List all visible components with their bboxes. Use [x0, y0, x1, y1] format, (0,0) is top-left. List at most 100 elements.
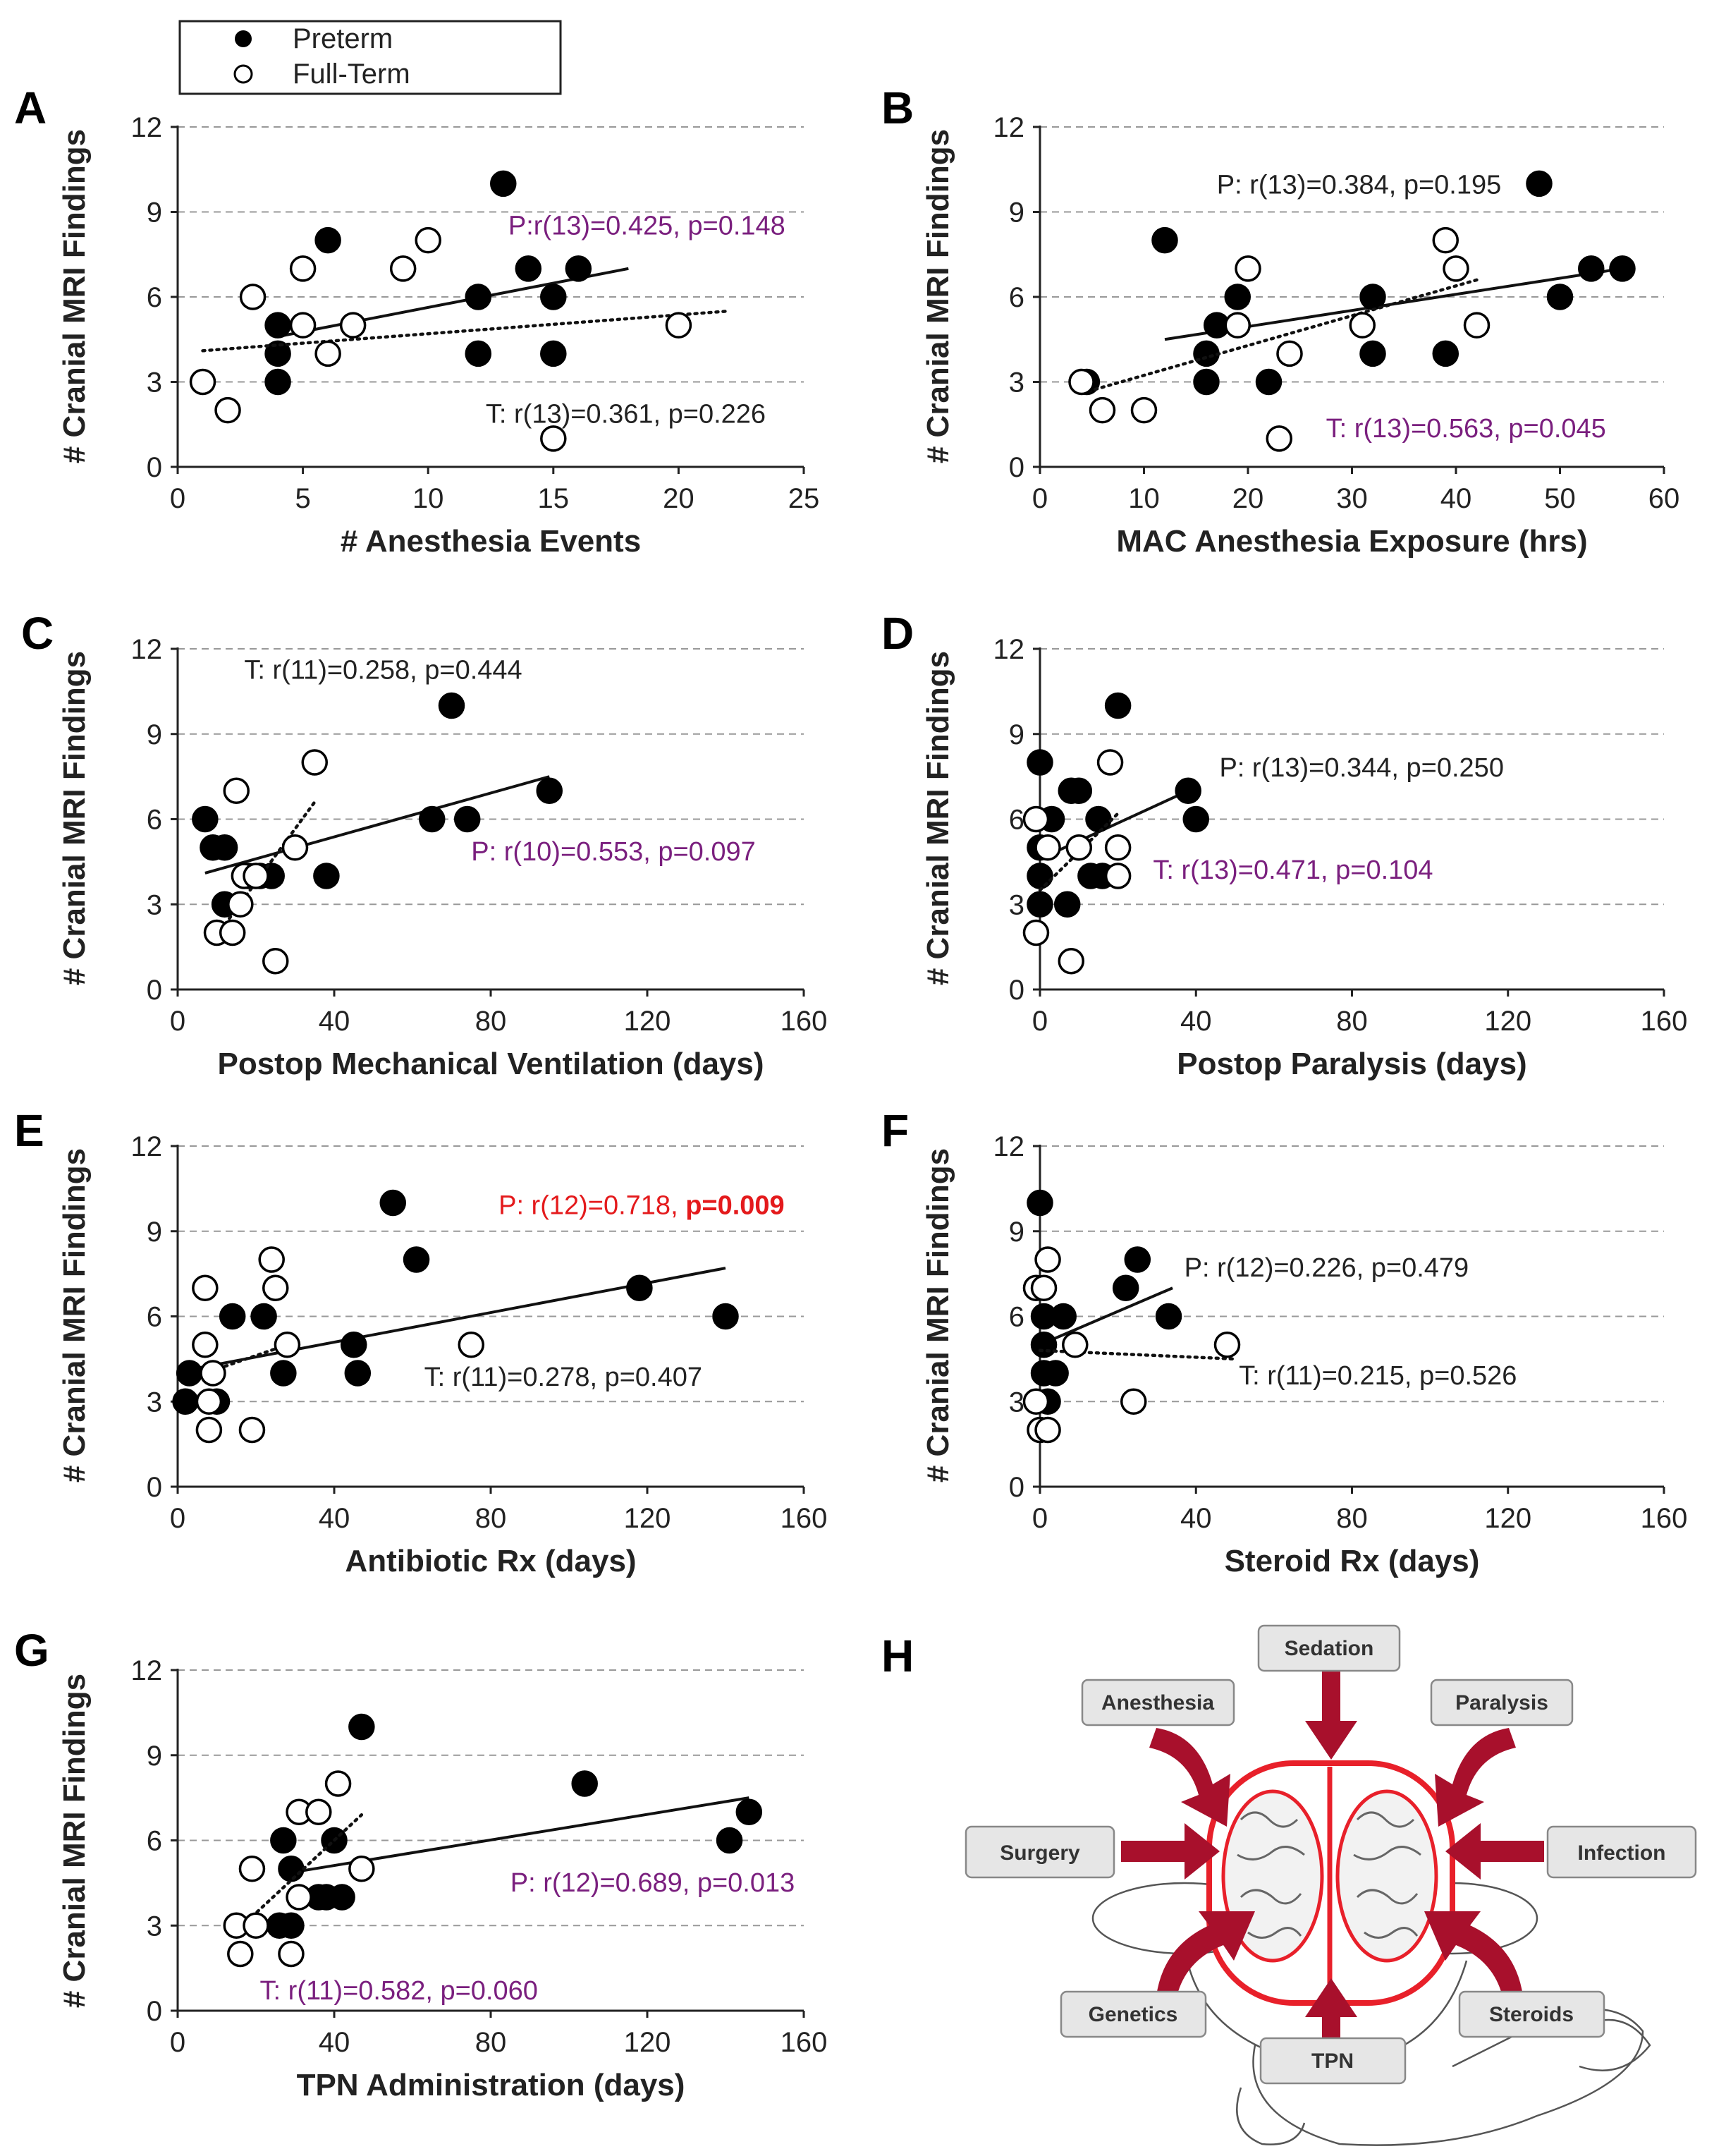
panel-g-series-preterm [266, 1713, 763, 1939]
panel-a-point-fullterm [289, 312, 317, 339]
panel-a-point-preterm [515, 255, 542, 282]
panel-g-y-tick-label: 12 [131, 1655, 163, 1686]
panel-c-x-tick-label: 120 [624, 1006, 671, 1037]
panel-f-stat-text: T: r(11)=0.215, p=0.526 [1239, 1361, 1517, 1391]
panel-a-x-tick-label: 20 [663, 483, 694, 514]
panel-b-point-fullterm [1068, 368, 1095, 396]
panel-g-series-fullterm [223, 1770, 375, 1968]
panel-a-x-tick-label: 10 [412, 483, 444, 514]
panel-d-point-fullterm [1104, 863, 1132, 889]
panel-g-x-tick-label: 160 [781, 2027, 828, 2058]
panel-e-point-fullterm [195, 1416, 223, 1444]
panel-e-point-preterm [270, 1360, 297, 1387]
legend-marker-fullterm [233, 64, 253, 84]
factor-box-anesthesia: Anesthesia [1081, 1679, 1235, 1726]
panel-d-point-preterm [1085, 805, 1112, 833]
panel-e-x-axis-label: Antibiotic Rx (days) [345, 1544, 636, 1578]
panel-g-point-preterm [278, 1912, 305, 1939]
panel-d-point-preterm [1065, 777, 1093, 804]
panel-f-stat-annotation: T: r(11)=0.215, p=0.526 [1239, 1361, 1517, 1391]
panel-b-y-tick-label: 0 [1009, 452, 1024, 483]
panel-b-y-axis-label: # Cranial MRI Findings [921, 129, 955, 463]
panel-a-point-fullterm [540, 425, 567, 452]
panel-g-point-preterm [329, 1884, 355, 1911]
panel-e-point-fullterm [200, 1360, 226, 1387]
panel-d-point-fullterm [1034, 834, 1061, 861]
brain-folds [1237, 1811, 1421, 1939]
panel-e-x-tick-label: 160 [781, 1503, 828, 1534]
panel-e-point-fullterm [195, 1388, 223, 1415]
panel-f-y-tick-label: 0 [1009, 1472, 1024, 1503]
panel-b-stat-text: P: r(13)=0.384, p=0.195 [1217, 170, 1502, 200]
panel-g-point-fullterm [286, 1884, 312, 1911]
panel-a-point-preterm [465, 284, 491, 310]
panel-d-trendline-fullterm [1038, 812, 1120, 892]
panel-f-x-tick-label: 40 [1180, 1503, 1212, 1534]
panel-b-y-tick-label: 12 [993, 112, 1025, 143]
panel-a-point-fullterm [415, 226, 441, 254]
panel-g-y-tick-label: 6 [147, 1826, 162, 1857]
arrow-anesthesia [1149, 1728, 1230, 1827]
panel-d-point-preterm [1104, 692, 1132, 719]
panel-b-point-preterm [1578, 255, 1605, 282]
panel-f-y-axis-label: # Cranial MRI Findings [921, 1148, 955, 1482]
panel-f-point-fullterm [1120, 1388, 1147, 1415]
panel-e-point-preterm [626, 1274, 653, 1301]
panel-a-point-preterm [264, 368, 291, 396]
panel-c-point-fullterm [281, 834, 309, 861]
legend: Preterm Full-Term [178, 20, 562, 95]
panel-d-stat-text: P: r(13)=0.344, p=0.250 [1219, 753, 1504, 783]
panel-e-x-tick-label: 0 [170, 1503, 185, 1534]
panel-a-point-fullterm [389, 255, 417, 282]
panel-g-letter: G [14, 1625, 49, 1676]
panel-d-y-tick-label: 9 [1009, 719, 1024, 750]
panel-c-point-preterm [453, 805, 481, 833]
panel-f-point-fullterm [1022, 1388, 1050, 1415]
panel-c-point-fullterm [223, 777, 250, 804]
arrow-genetics [1156, 1911, 1255, 1999]
panel-a-point-preterm [490, 170, 517, 197]
panel-b-y-tick-label: 3 [1009, 367, 1024, 398]
panel-b-stat-annotation: T: r(13)=0.563, p=0.045 [1326, 414, 1606, 444]
panel-a-x-tick-label: 25 [788, 483, 820, 514]
panel-e-stat-text: T: r(11)=0.278, p=0.407 [424, 1363, 702, 1392]
panel-d-point-preterm [1053, 891, 1081, 918]
panel-b-series-preterm [1073, 170, 1636, 396]
panel-e-y-tick-label: 6 [147, 1302, 162, 1333]
panel-g-x-tick-label: 120 [624, 2027, 671, 2058]
panel-a-stat-annotation: P:r(13)=0.425, p=0.148 [508, 212, 785, 241]
panel-e-x-tick-label: 80 [475, 1503, 507, 1534]
panel-d-y-tick-label: 12 [993, 634, 1025, 665]
panel-d-x-tick-label: 0 [1032, 1006, 1048, 1037]
panel-d-point-fullterm [1096, 749, 1124, 776]
panel-f-x-tick-label: 0 [1032, 1503, 1048, 1534]
panel-b-point-fullterm [1235, 255, 1261, 282]
panel-c-point-fullterm [262, 948, 289, 975]
factor-box-sedation: Sedation [1257, 1624, 1401, 1672]
panel-f-letter: F [881, 1105, 909, 1156]
panel-f-point-fullterm [1034, 1416, 1061, 1444]
panel-a-stat-text: P:r(13)=0.425, p=0.148 [508, 212, 785, 241]
panel-e-point-preterm [712, 1303, 739, 1330]
influence-arrows [1121, 1664, 1544, 2066]
panel-a: A 0 3 6 9 12 0 5 10 15 20 25 # Anesthesia Events # Cr… [14, 83, 819, 559]
factor-label-surgery: Surgery [1000, 1841, 1080, 1865]
panel-a-point-fullterm [665, 312, 692, 339]
panel-c-series-fullterm [203, 749, 328, 975]
panel-f-point-fullterm [1213, 1332, 1241, 1358]
panel-b-x-tick-label: 10 [1128, 483, 1160, 514]
panel-g-point-preterm [348, 1713, 375, 1741]
brain-right-hemisphere [1335, 1789, 1438, 1963]
panel-e-point-fullterm [262, 1274, 289, 1301]
panel-a-point-fullterm [339, 312, 367, 339]
factor-boxes: Sedation Anesthesia Paralysis Surgery In… [965, 1624, 1697, 2085]
panel-b-x-tick-label: 0 [1032, 483, 1048, 514]
panel-f-stat-text: P: r(12)=0.226, p=0.479 [1185, 1253, 1469, 1283]
panel-g-x-tick-label: 0 [170, 2027, 185, 2058]
panel-h: H [881, 1624, 1697, 2146]
panel-d-x-axis-label: Postop Paralysis (days) [1177, 1047, 1526, 1081]
panel-c-point-fullterm [301, 749, 328, 776]
panel-a-x-axis-label: # Anesthesia Events [341, 524, 641, 559]
